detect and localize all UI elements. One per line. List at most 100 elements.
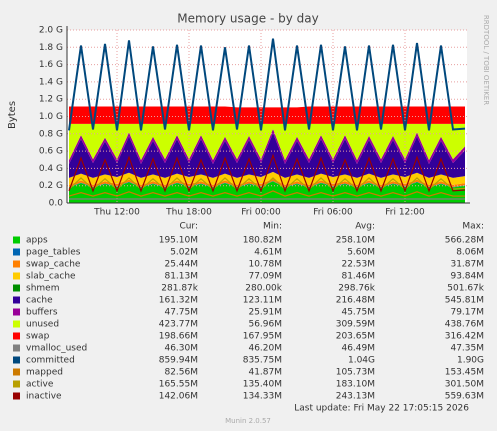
legend-value: 105.73M — [336, 368, 375, 378]
legend-value: 46.49M — [341, 344, 375, 354]
y-tick-label: 1.6 G — [39, 60, 63, 70]
legend-swatch — [13, 392, 20, 400]
legend-value: 153.45M — [445, 368, 484, 378]
legend-header: Min: — [263, 222, 282, 232]
legend-label: committed — [26, 356, 75, 366]
y-tick-label: 0.2 G — [39, 181, 63, 191]
line — [68, 38, 466, 131]
x-tick-label: Thu 12:00 — [93, 208, 140, 218]
area — [69, 123, 465, 161]
legend-label: apps — [26, 236, 48, 246]
legend-swatch — [13, 248, 20, 256]
legend-value: 81.13M — [164, 272, 198, 282]
x-tick-label: Fri 12:00 — [385, 208, 425, 218]
areas — [69, 106, 465, 203]
legend-swatch — [13, 260, 20, 268]
y-tick-label: 1.0 G — [39, 112, 63, 122]
y-tick-label: 0.6 G — [39, 147, 63, 157]
legend-value: 195.10M — [159, 236, 198, 246]
legend-swatch — [13, 356, 20, 364]
legend-label: mapped — [26, 368, 63, 378]
legend-value: 93.84M — [450, 272, 484, 282]
legend-value: 10.78M — [248, 260, 282, 270]
legend-value: 198.66M — [159, 332, 198, 342]
legend-label: active — [26, 380, 54, 390]
line — [68, 153, 466, 193]
footer: Munin 2.0.57 — [225, 417, 271, 425]
y-tick-label: 0.0 — [49, 199, 64, 209]
legend-label: slab_cache — [26, 272, 76, 282]
legend-header: Avg: — [355, 222, 375, 232]
legend-value: 77.09M — [248, 272, 282, 282]
legend-label: swap_cache — [26, 260, 81, 270]
legend-value: 859.94M — [159, 356, 198, 366]
side-text: RRDTOOL / TOBI OETIKER — [482, 15, 490, 105]
legend-value: 216.48M — [336, 296, 375, 306]
legend-value: 25.91M — [248, 308, 282, 318]
legend-value: 79.17M — [450, 308, 484, 318]
x-tick-label: Fri 00:00 — [241, 208, 281, 218]
legend-value: 281.87k — [161, 284, 198, 294]
legend-swatch — [13, 344, 20, 352]
legend-value: 161.32M — [159, 296, 198, 306]
lines — [68, 38, 466, 200]
legend-value: 183.10M — [336, 380, 375, 390]
legend-value: 316.42M — [445, 332, 484, 342]
legend-value: 566.28M — [445, 236, 484, 246]
legend-value: 258.10M — [336, 236, 375, 246]
legend-label: buffers — [26, 308, 58, 318]
legend-label: vmalloc_used — [26, 344, 87, 354]
legend-value: 46.30M — [164, 344, 198, 354]
legend-value: 22.53M — [341, 260, 375, 270]
x-tick-label: Fri 06:00 — [313, 208, 353, 218]
legend-swatch — [13, 272, 20, 280]
legend-swatch — [13, 284, 20, 292]
x-tick-label: Thu 18:00 — [165, 208, 212, 218]
last-update: Last update: Fri May 22 17:05:15 2026 — [294, 404, 469, 414]
legend-value: 298.76k — [338, 284, 375, 294]
legend-label: swap — [26, 332, 50, 342]
legend-value: 47.35M — [450, 344, 484, 354]
legend-value: 835.75M — [243, 356, 282, 366]
legend-value: 309.59M — [336, 320, 375, 330]
legend-value: 5.02M — [170, 248, 198, 258]
legend-value: 203.65M — [336, 332, 375, 342]
legend-swatch — [13, 296, 20, 304]
legend-value: 82.56M — [164, 368, 198, 378]
legend-label: inactive — [26, 392, 62, 402]
legend-value: 501.67k — [447, 284, 484, 294]
legend-value: 31.87M — [450, 260, 484, 270]
line — [68, 177, 466, 190]
chart-title: Memory usage - by day — [177, 12, 318, 26]
area — [69, 129, 465, 165]
legend-value: 1.04G — [348, 356, 375, 366]
legend-value: 243.13M — [336, 392, 375, 402]
legend-swatch — [13, 320, 20, 328]
legend-value: 56.96M — [248, 320, 282, 330]
legend-value: 5.60M — [347, 248, 375, 258]
legend-value: 280.00k — [245, 284, 282, 294]
legend-value: 8.06M — [456, 248, 484, 258]
y-tick-label: 2.0 G — [39, 26, 63, 36]
legend-value: 25.44M — [164, 260, 198, 270]
legend-swatch — [13, 308, 20, 316]
y-axis-label: Bytes — [7, 101, 18, 129]
legend-value: 45.75M — [341, 308, 375, 318]
legend-swatch — [13, 368, 20, 376]
y-tick-label: 1.4 G — [39, 77, 63, 87]
legend-value: 167.95M — [243, 332, 282, 342]
legend-value: 438.76M — [445, 320, 484, 330]
legend-value: 1.90G — [457, 356, 484, 366]
legend-swatch — [13, 332, 20, 340]
legend-value: 559.63M — [445, 392, 484, 402]
legend-value: 165.55M — [159, 380, 198, 390]
legend-value: 180.82M — [243, 236, 282, 246]
legend-swatch — [13, 380, 20, 388]
legend-label: unused — [26, 320, 59, 330]
y-tick-label: 0.4 G — [39, 164, 63, 174]
y-tick-label: 1.8 G — [39, 43, 63, 53]
legend-label: page_tables — [26, 248, 81, 258]
y-tick-label: 0.8 G — [39, 129, 63, 139]
legend-value: 423.77M — [159, 320, 198, 330]
